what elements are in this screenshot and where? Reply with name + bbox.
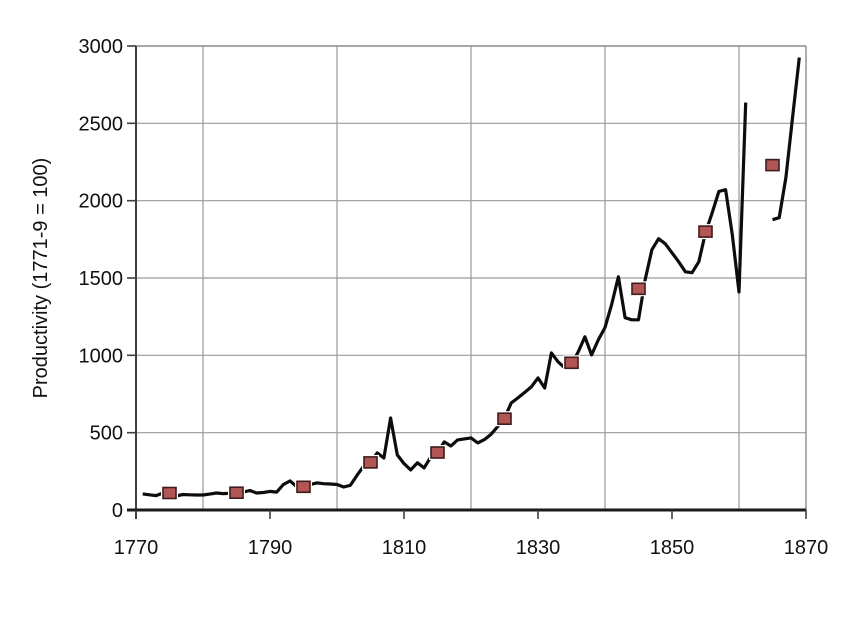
x-tick-label: 1770 — [114, 537, 159, 559]
decade-marker — [631, 282, 646, 296]
x-axis-labels: 1770 1790 1810 1830 1850 1870 — [114, 537, 829, 559]
x-tick-label: 1790 — [248, 537, 293, 559]
decade-marker — [296, 480, 311, 494]
x-tick-label: 1830 — [516, 537, 561, 559]
x-axis — [127, 508, 807, 519]
decade-marker — [363, 456, 378, 469]
y-tick-label: 1000 — [79, 345, 124, 367]
y-tick-label: 500 — [90, 423, 123, 445]
decade-marker — [698, 225, 713, 238]
y-tick-label: 1500 — [79, 268, 124, 290]
decade-marker — [564, 356, 579, 370]
x-tick-label: 1870 — [784, 537, 829, 559]
decade-marker — [162, 486, 177, 500]
x-tick-label: 1810 — [382, 537, 427, 559]
y-tick-label: 3000 — [79, 36, 124, 58]
decade-marker — [765, 158, 780, 172]
plot-frame — [136, 45, 807, 510]
x-tick-label: 1850 — [650, 537, 695, 559]
y-axis — [127, 45, 137, 519]
y-tick-label: 0 — [112, 500, 123, 522]
y-tick-label: 2500 — [79, 113, 124, 135]
y-axis-title: Productivity (1771-9 = 100) — [30, 158, 52, 399]
decade-marker — [430, 446, 445, 459]
decade-marker — [229, 486, 244, 500]
gridlines — [136, 46, 806, 510]
decade-marker — [497, 412, 512, 426]
y-axis-labels: 0 500 1000 1500 2000 2500 3000 — [79, 36, 124, 522]
decade-markers — [161, 157, 781, 501]
y-tick-label: 2000 — [79, 191, 124, 213]
